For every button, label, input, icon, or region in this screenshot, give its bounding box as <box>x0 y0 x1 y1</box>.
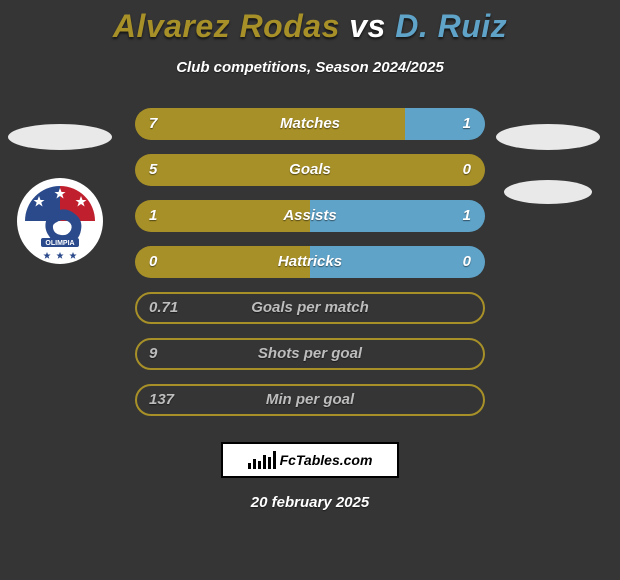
player2-club-placeholder <box>504 180 592 204</box>
stat-label: Shots per goal <box>137 340 483 370</box>
stat-label: Goals per match <box>137 294 483 324</box>
stat-label: Assists <box>135 200 485 232</box>
title-player1: Alvarez Rodas <box>113 8 340 44</box>
generation-date: 20 february 2025 <box>0 494 620 511</box>
title-player2: D. Ruiz <box>395 8 507 44</box>
title-vs: vs <box>349 8 386 44</box>
player1-photo-placeholder <box>8 124 112 150</box>
subtitle: Club competitions, Season 2024/2025 <box>0 59 620 76</box>
stat-label: Min per goal <box>137 386 483 416</box>
stat-row: 137Min per goal <box>135 384 485 416</box>
stat-label: Goals <box>135 154 485 186</box>
svg-text:OLIMPIA: OLIMPIA <box>45 240 74 247</box>
logo-text: FcTables.com <box>280 452 373 468</box>
logo-bars-icon <box>248 451 276 469</box>
stat-row: 0.71Goals per match <box>135 292 485 324</box>
stat-row: 71Matches <box>135 108 485 140</box>
stat-row: 50Goals <box>135 154 485 186</box>
stat-row: 00Hattricks <box>135 246 485 278</box>
comparison-title: Alvarez Rodas vs D. Ruiz <box>0 0 620 45</box>
stat-label: Hattricks <box>135 246 485 278</box>
player1-club-logo: OLIMPIA <box>17 178 103 264</box>
player2-photo-placeholder <box>496 124 600 150</box>
fctables-logo: FcTables.com <box>221 442 399 478</box>
stat-row: 11Assists <box>135 200 485 232</box>
stat-label: Matches <box>135 108 485 140</box>
stat-row: 9Shots per goal <box>135 338 485 370</box>
